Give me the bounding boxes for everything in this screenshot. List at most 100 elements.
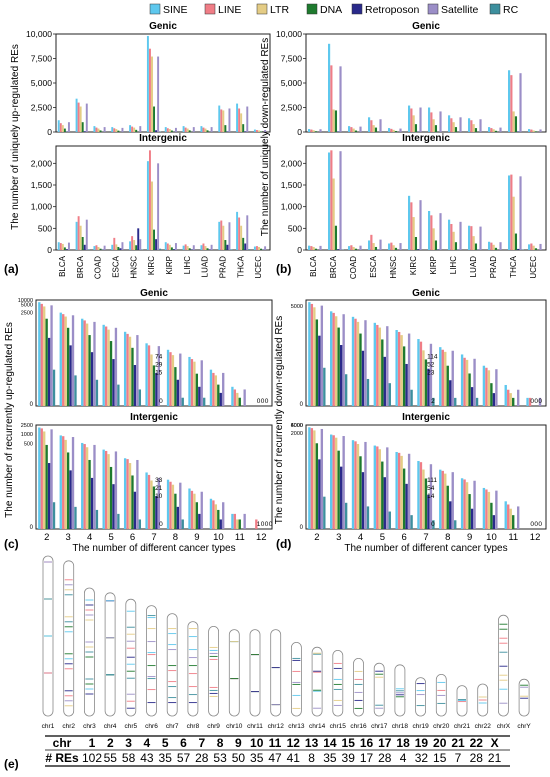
bar-satellite xyxy=(157,346,161,406)
bar-line xyxy=(507,504,510,529)
x-tick-label: 11 xyxy=(508,532,518,543)
y-tick-label: 2,500 xyxy=(31,103,53,113)
bar-dna xyxy=(424,478,428,529)
bar-satellite xyxy=(222,372,225,406)
bar-ltr xyxy=(392,245,395,250)
table-chr-cell: 2 xyxy=(107,736,114,750)
bar-sine xyxy=(166,349,170,406)
bar-line xyxy=(463,479,466,529)
bar-ltr xyxy=(512,196,515,250)
bar-sine xyxy=(395,330,398,406)
chromosome-body xyxy=(332,650,344,717)
bar-ltr xyxy=(107,454,110,529)
bar-satellite xyxy=(320,428,324,529)
chromosome-chr22: chr22 xyxy=(475,683,491,730)
bar-ltr xyxy=(465,482,469,529)
bar-retroposon xyxy=(339,345,343,406)
bar-line xyxy=(470,226,473,250)
y-tick-label: 7,500 xyxy=(31,54,53,64)
bar-dna xyxy=(359,333,362,406)
bar-dna xyxy=(512,515,515,529)
bar-rc xyxy=(366,506,370,529)
x-tick-label: ESCA xyxy=(111,255,120,277)
bar-sine xyxy=(182,126,185,132)
bar-satellite xyxy=(222,502,225,529)
bar-ltr xyxy=(509,393,512,406)
chromosome-chr7: chr7 xyxy=(166,613,179,730)
bar-line xyxy=(528,397,532,406)
bar-dna xyxy=(170,247,173,250)
bar-satellite xyxy=(399,243,402,250)
bar-sine xyxy=(373,445,377,529)
plot-frame xyxy=(305,145,547,251)
x-axis-label: The number of different cancer types xyxy=(344,543,507,554)
chromosome-body xyxy=(146,605,157,717)
bar-line xyxy=(255,246,258,250)
chromosome-body xyxy=(353,658,364,717)
chromosome-chr12: chr12 xyxy=(268,629,284,730)
bar-ltr xyxy=(432,119,435,132)
bar-sine xyxy=(102,324,105,406)
bar-dna xyxy=(153,229,156,250)
bar-satellite xyxy=(538,397,542,406)
bar-ltr xyxy=(150,480,153,529)
x-tick-label: LUAD xyxy=(469,256,478,278)
bar-sine xyxy=(145,472,148,529)
bar-ltr xyxy=(204,246,207,250)
bar-satellite xyxy=(85,219,88,250)
bar-retroposon xyxy=(437,249,440,250)
table-chr-cell: 9 xyxy=(235,736,242,750)
bar-rc xyxy=(95,509,99,529)
bar-ltr xyxy=(352,246,355,250)
bar-ltr xyxy=(115,129,118,132)
y-tick-label: 5,000 xyxy=(281,78,303,88)
legend-swatch-ltr xyxy=(256,3,268,15)
bar-rc xyxy=(475,397,479,406)
chromosome-label: chr5 xyxy=(124,723,137,730)
bar-sine xyxy=(368,240,371,250)
y-tick-label: 0 xyxy=(300,402,304,408)
bar-ltr xyxy=(193,361,196,406)
bar-rc xyxy=(138,519,142,529)
bar-ltr xyxy=(222,225,225,250)
bar-sine xyxy=(81,442,84,529)
bar-satellite xyxy=(359,245,362,250)
bar-ltr xyxy=(64,439,67,529)
bar-rc xyxy=(366,378,370,406)
x-tick-label: THCA xyxy=(509,255,518,277)
legend-swatch-sine xyxy=(149,3,161,15)
bar-ltr xyxy=(43,431,46,529)
table-count-cell: 21 xyxy=(488,751,502,765)
bar-satellite xyxy=(342,436,345,529)
x-tick-label: KIRC xyxy=(409,256,418,275)
table-chr-cell: 1 xyxy=(89,736,96,750)
table-count-cell: 17 xyxy=(360,751,374,765)
table-count-cell: 32 xyxy=(415,751,429,765)
chart-a-genic: Genic 0 2,500 5,000 7,500 10,000 The number of… xyxy=(10,21,271,230)
bar-retroposon xyxy=(470,508,474,529)
bar-sine xyxy=(351,440,355,529)
bar-satellite xyxy=(121,242,124,250)
bar-ltr xyxy=(332,109,335,132)
bar-line xyxy=(390,128,393,132)
bar-retroposon xyxy=(361,472,365,529)
bar-retroposon xyxy=(337,249,340,250)
bar-satellite xyxy=(459,221,462,250)
bar-satellite xyxy=(179,353,182,406)
bar-dna xyxy=(446,365,449,406)
table-chr-cell: 6 xyxy=(180,736,187,750)
bar-sine xyxy=(38,302,41,406)
y-tick-label: 2500 xyxy=(21,311,33,317)
y-tick-label: 0 xyxy=(30,402,34,408)
x-tick-label: 4 xyxy=(87,532,92,543)
chromosome-chr17: chr17 xyxy=(371,662,388,730)
bar-line xyxy=(212,372,215,406)
bar-ltr xyxy=(378,327,381,406)
bar-line xyxy=(376,324,379,406)
bar-ltr xyxy=(133,240,136,250)
y-axis-label: The number of uniquely down-regulated RE… xyxy=(260,38,271,236)
chromosome-label: chr18 xyxy=(392,723,409,730)
bar-dna xyxy=(81,237,84,250)
bar-satellite xyxy=(519,176,522,250)
legend-swatch-rc xyxy=(489,3,501,15)
